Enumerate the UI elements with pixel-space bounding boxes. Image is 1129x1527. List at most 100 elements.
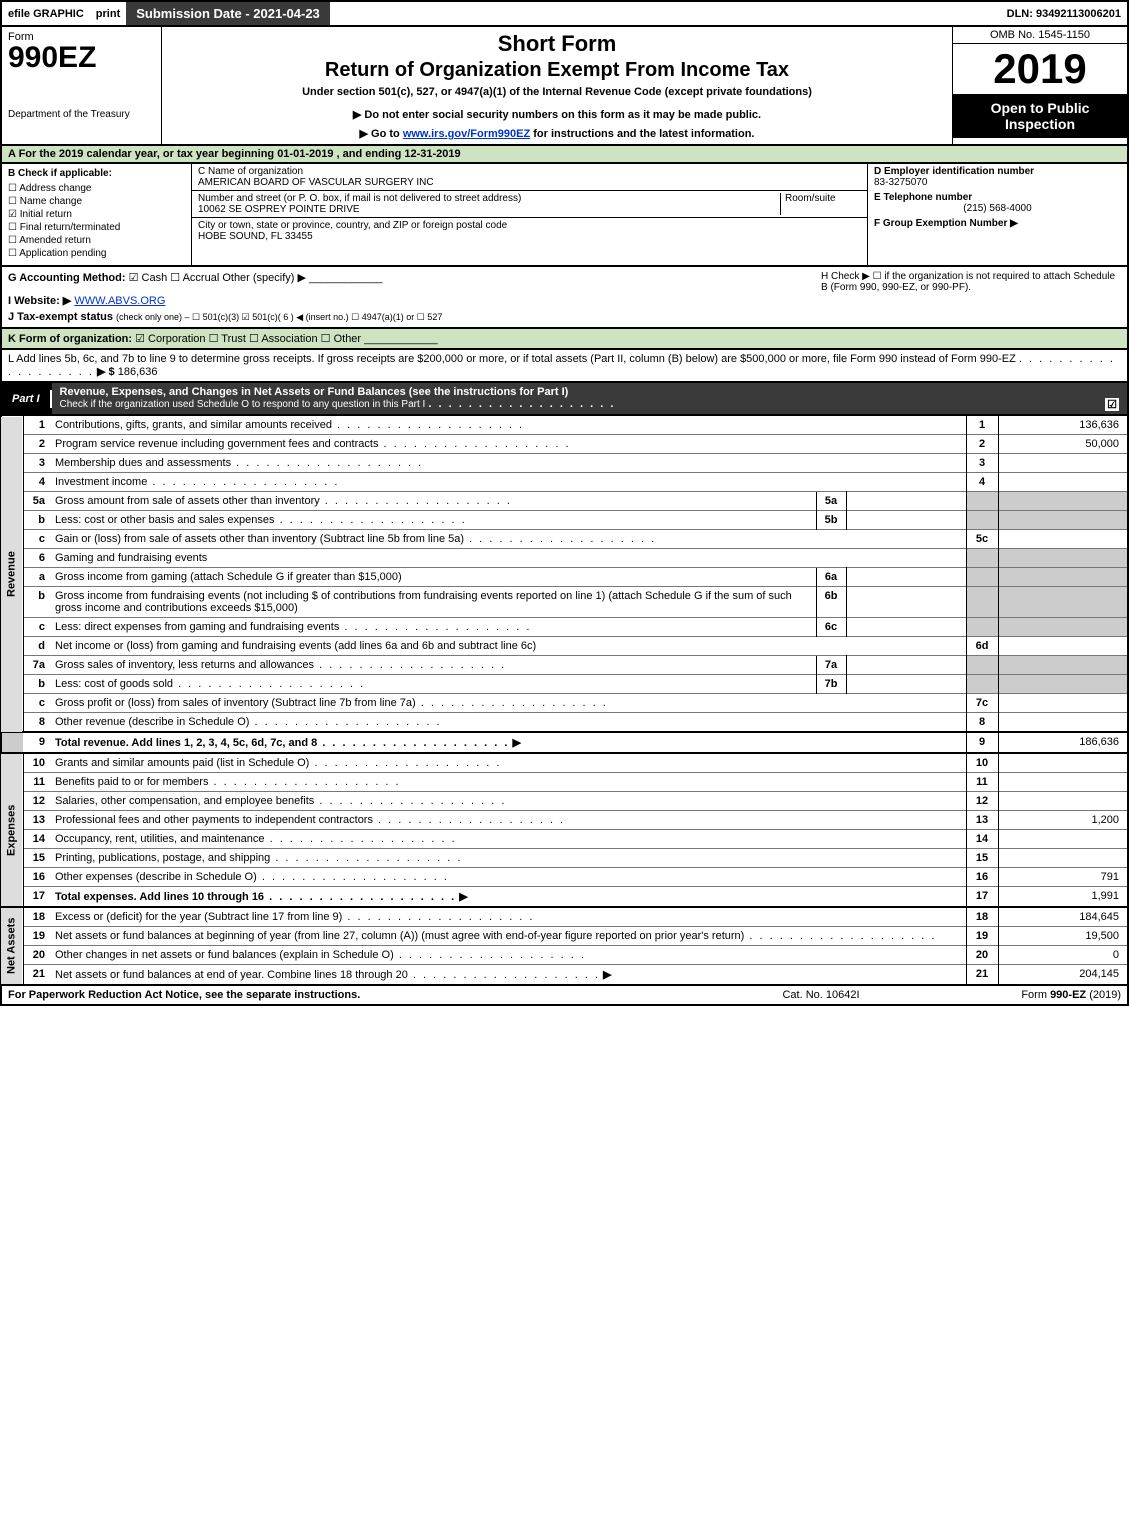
ln6b-mv	[846, 587, 966, 618]
ln7b-mn: 7b	[816, 675, 846, 694]
ln6c-mv	[846, 618, 966, 637]
ln5b-desc: Less: cost or other basis and sales expe…	[55, 514, 275, 526]
opt-cash: Cash	[142, 272, 168, 284]
ln7b-mv	[846, 675, 966, 694]
opt-accrual: Accrual	[183, 272, 220, 284]
ln17-val: 1,991	[998, 887, 1128, 908]
ln16-rnum: 16	[966, 868, 998, 887]
ln14-rnum: 14	[966, 830, 998, 849]
ln6c-num: c	[23, 618, 51, 637]
j-note: (check only one) – ☐ 501(c)(3) ☑ 501(c)(…	[116, 312, 442, 322]
ln6-desc: Gaming and fundraising events	[51, 549, 966, 568]
ln3-val	[998, 454, 1128, 473]
ln11-num: 11	[23, 773, 51, 792]
ln10-num: 10	[23, 753, 51, 773]
ln16-val: 791	[998, 868, 1128, 887]
i-lbl: I Website: ▶	[8, 295, 71, 307]
ln10-desc: Grants and similar amounts paid (list in…	[55, 757, 309, 769]
ln2-desc: Program service revenue including govern…	[55, 438, 378, 450]
chk-name-change[interactable]: ☐ Name change	[8, 196, 185, 207]
chk-address-change[interactable]: ☐ Address change	[8, 183, 185, 194]
note2-pre: ▶ Go to	[360, 128, 403, 140]
chk-other[interactable]: Other (specify) ▶ ____________	[222, 272, 382, 284]
ln8-num: 8	[23, 713, 51, 733]
ln1-num: 1	[23, 416, 51, 435]
ln21-desc: Net assets or fund balances at end of ye…	[55, 969, 408, 981]
chk-amended[interactable]: ☐ Amended return	[8, 235, 185, 246]
header-center: Short Form Return of Organization Exempt…	[162, 27, 952, 144]
row-k: K Form of organization: ☑ Corporation ☐ …	[0, 329, 1129, 350]
e-phone: E Telephone number (215) 568-4000	[868, 190, 1127, 216]
ln5a-mv	[846, 492, 966, 511]
subdate-value: 2021-04-23	[253, 6, 320, 21]
chk-assoc[interactable]: ☐ Association	[249, 333, 318, 345]
netassets-tab: Net Assets	[1, 907, 23, 985]
ln14-val	[998, 830, 1128, 849]
g-lbl: G Accounting Method:	[8, 272, 126, 284]
ln2-val: 50,000	[998, 435, 1128, 454]
ln4-rnum: 4	[966, 473, 998, 492]
ln10-rnum: 10	[966, 753, 998, 773]
ln3-desc: Membership dues and assessments	[55, 457, 231, 469]
form-ref: Form 990-EZ (2019)	[921, 989, 1121, 1001]
ln7b-desc: Less: cost of goods sold	[55, 678, 173, 690]
part1-title-text: Revenue, Expenses, and Changes in Net As…	[60, 386, 569, 398]
ln10-val	[998, 753, 1128, 773]
opt-initial: Initial return	[20, 209, 72, 220]
ln8-desc: Other revenue (describe in Schedule O)	[55, 716, 249, 728]
dln-value: 93492113006201	[1036, 8, 1121, 20]
ln7c-val	[998, 694, 1128, 713]
ln6a-greyv	[998, 568, 1128, 587]
page-footer: For Paperwork Reduction Act Notice, see …	[0, 986, 1129, 1006]
ln6d-desc: Net income or (loss) from gaming and fun…	[55, 640, 536, 652]
i-website: I Website: ▶ WWW.ABVS.ORG	[8, 294, 821, 307]
ln5c-rnum: 5c	[966, 530, 998, 549]
ln4-num: 4	[23, 473, 51, 492]
opt-pending: Application pending	[19, 248, 106, 259]
chk-other-org[interactable]: ☐ Other ____________	[321, 333, 438, 345]
ln14-desc: Occupancy, rent, utilities, and maintena…	[55, 833, 265, 845]
ln7a-mn: 7a	[816, 656, 846, 675]
ln19-num: 19	[23, 927, 51, 946]
chk-accrual[interactable]: ☐ Accrual	[170, 272, 219, 284]
ln18-desc: Excess or (deficit) for the year (Subtra…	[55, 911, 342, 923]
ln6b-mn: 6b	[816, 587, 846, 618]
ln9-num: 9	[23, 732, 51, 753]
ln19-desc: Net assets or fund balances at beginning…	[55, 930, 744, 942]
ln8-rnum: 8	[966, 713, 998, 733]
ln6b-desc: Gross income from fundraising events (no…	[55, 590, 792, 614]
ln6c-mn: 6c	[816, 618, 846, 637]
l-text: L Add lines 5b, 6c, and 7b to line 9 to …	[8, 353, 1016, 365]
ln7c-desc: Gross profit or (loss) from sales of inv…	[55, 697, 416, 709]
chk-trust[interactable]: ☐ Trust	[209, 333, 246, 345]
c-name-lbl: C Name of organization	[198, 166, 861, 177]
d-lbl: D Employer identification number	[874, 166, 1121, 177]
ln11-val	[998, 773, 1128, 792]
chk-cash[interactable]: ☑ Cash	[129, 272, 168, 284]
chk-pending[interactable]: ☐ Application pending	[8, 248, 185, 259]
chk-corp[interactable]: ☑ Corporation	[135, 333, 205, 345]
ln3-num: 3	[23, 454, 51, 473]
print-link[interactable]: print	[90, 6, 126, 22]
ln6a-mn: 6a	[816, 568, 846, 587]
subdate-label: Submission Date -	[136, 6, 253, 21]
ln6b-num: b	[23, 587, 51, 618]
part1-check[interactable]: ☑	[1105, 398, 1119, 411]
ln20-val: 0	[998, 946, 1128, 965]
irs-link[interactable]: www.irs.gov/Form990EZ	[403, 128, 530, 140]
row-a-tax-year: A For the 2019 calendar year, or tax yea…	[0, 146, 1129, 164]
part1-dots	[428, 398, 615, 410]
part1-header: Part I Revenue, Expenses, and Changes in…	[0, 383, 1129, 416]
website-link[interactable]: WWW.ABVS.ORG	[74, 295, 165, 307]
ln2-rnum: 2	[966, 435, 998, 454]
rev-bottom-side	[1, 732, 23, 753]
ln21-arrow: ▶	[603, 969, 611, 981]
section-gh: G Accounting Method: ☑ Cash ☐ Accrual Ot…	[0, 267, 1129, 329]
chk-final-return[interactable]: ☐ Final return/terminated	[8, 222, 185, 233]
chk-initial-return[interactable]: ☑ Initial return	[8, 209, 185, 220]
submission-date: Submission Date - 2021-04-23	[126, 2, 330, 25]
j-lbl: J Tax-exempt status	[8, 311, 113, 323]
f-lbl: F Group Exemption Number ▶	[874, 218, 1018, 229]
dept-treasury: Department of the Treasury	[8, 109, 155, 120]
ln13-val: 1,200	[998, 811, 1128, 830]
